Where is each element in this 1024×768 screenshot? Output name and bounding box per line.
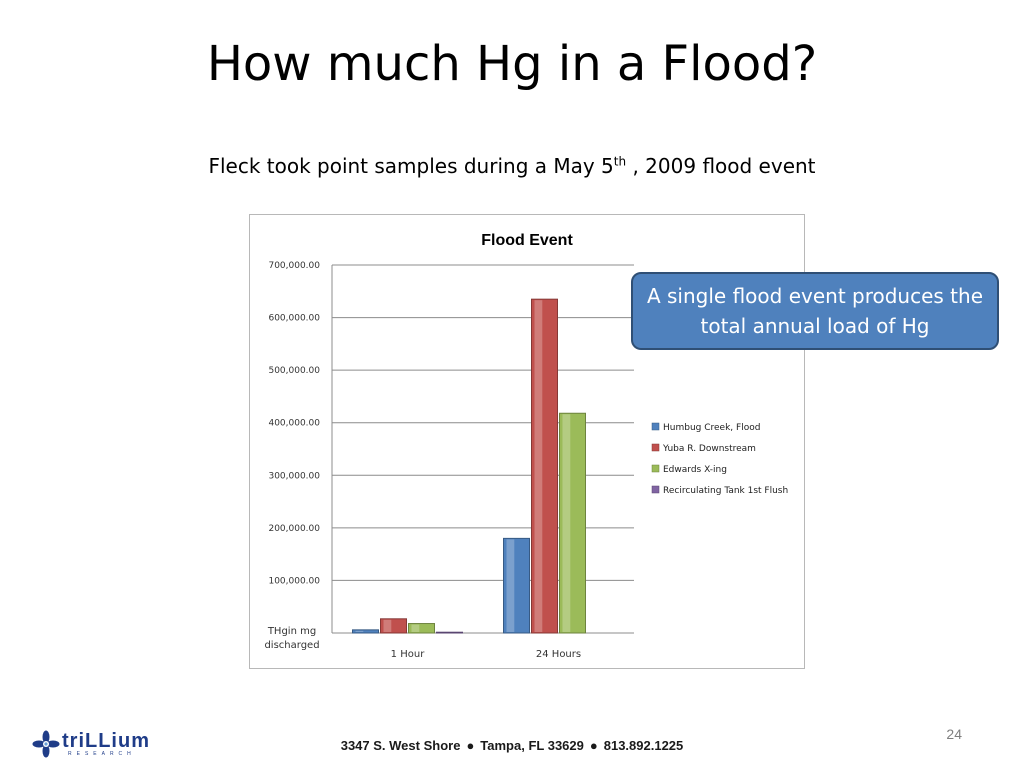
bar bbox=[559, 412, 586, 634]
subtitle-superscript: th bbox=[613, 154, 627, 169]
bar-highlight bbox=[355, 630, 364, 632]
bar-highlight bbox=[506, 539, 515, 632]
flood-event-chart: Flood Event 700,000.00 600,000.00 500,000.0… bbox=[264, 232, 788, 660]
footer-phone: 813.892.1225 bbox=[603, 738, 684, 753]
subtitle-text-end: , 2009 flood event bbox=[626, 154, 816, 178]
bar-highlight bbox=[562, 414, 571, 632]
bar bbox=[352, 629, 379, 634]
bar-highlight bbox=[383, 619, 392, 632]
y-tick-label: 400,000.00 bbox=[268, 419, 320, 429]
legend-label: Recirculating Tank 1st Flush bbox=[663, 486, 788, 496]
footer-contact: 3347 S. West Shore ● Tampa, FL 33629 ● 813.8… bbox=[0, 738, 1024, 753]
logo-subtext: RESEARCH bbox=[68, 751, 136, 757]
callout-box: A single flood event produces the total … bbox=[631, 272, 999, 350]
bar bbox=[380, 618, 407, 634]
y-tick-label: 300,000.00 bbox=[268, 471, 320, 481]
trillium-logo: triLLium RESEARCH bbox=[32, 728, 162, 760]
bar-highlight bbox=[534, 300, 543, 632]
slide-title: How much Hg in a Flood? bbox=[206, 36, 818, 92]
y-tick-label: 700,000.00 bbox=[268, 261, 320, 271]
legend-label: Edwards X-ing bbox=[663, 465, 727, 475]
footer-separator: ● bbox=[466, 738, 475, 753]
legend-swatch bbox=[651, 422, 660, 431]
x-tick-label: 24 Hours bbox=[536, 649, 581, 660]
chart-title: Flood Event bbox=[481, 232, 573, 249]
legend-swatch bbox=[651, 443, 660, 452]
page-number: 24 bbox=[946, 726, 962, 742]
bar-highlight bbox=[411, 624, 420, 632]
bar bbox=[436, 631, 463, 634]
trillium-flower-icon bbox=[32, 730, 60, 758]
subtitle-text: Fleck took point samples during a May 5 bbox=[208, 154, 614, 178]
legend-label: Yuba R. Downstream bbox=[662, 444, 756, 454]
footer-separator: ● bbox=[589, 738, 598, 753]
y-tick-label: 500,000.00 bbox=[268, 366, 320, 376]
legend-label: Humbug Creek, Flood bbox=[663, 423, 760, 433]
slide-subtitle: Fleck took point samples during a May 5t… bbox=[0, 154, 1024, 178]
y-axis-label: discharged bbox=[264, 640, 319, 651]
bar bbox=[408, 623, 435, 634]
x-tick-label: 1 Hour bbox=[391, 649, 426, 660]
y-tick-label: 600,000.00 bbox=[268, 314, 320, 324]
bar bbox=[531, 298, 558, 634]
y-tick-label: 100,000.00 bbox=[268, 576, 320, 586]
y-axis-label: THgin mg bbox=[267, 626, 316, 637]
legend-swatch bbox=[651, 464, 660, 473]
footer-address: 3347 S. West Shore bbox=[340, 738, 461, 753]
bar bbox=[503, 537, 530, 634]
y-tick-label: 200,000.00 bbox=[268, 524, 320, 534]
footer-city: Tampa, FL 33629 bbox=[480, 738, 584, 753]
logo-wordmark: triLLium bbox=[62, 730, 150, 752]
legend-swatch bbox=[651, 485, 660, 494]
